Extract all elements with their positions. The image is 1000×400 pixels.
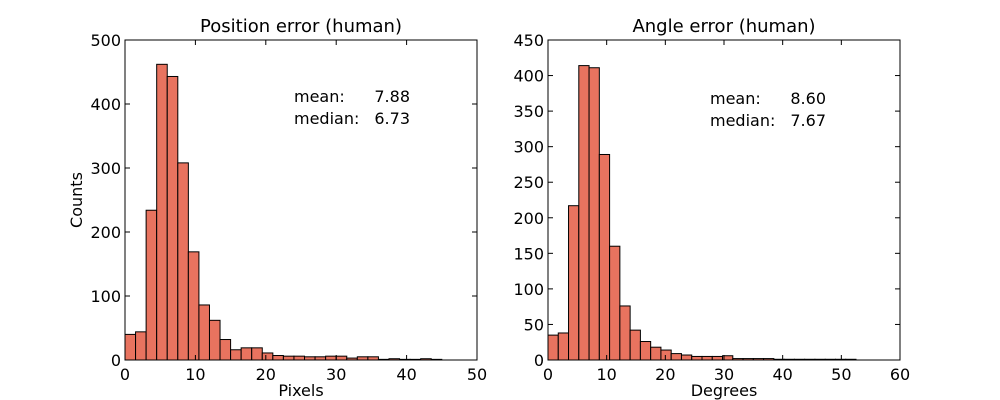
y-axis-label: Counts xyxy=(67,172,86,228)
bar xyxy=(187,251,200,361)
bar xyxy=(325,355,337,361)
bar xyxy=(166,75,179,361)
bar xyxy=(335,355,348,361)
x-tick-label: 50 xyxy=(831,365,851,384)
x-tick-label: 30 xyxy=(714,365,734,384)
y-tick-label: 50 xyxy=(524,315,544,334)
x-tick-label: 50 xyxy=(467,365,487,384)
bar xyxy=(650,346,662,361)
bar xyxy=(578,65,590,361)
bar xyxy=(598,153,611,361)
x-tick-label: 10 xyxy=(596,365,616,384)
angle-error-histogram: 0 10 20 30 40 50 60 0 50 100 150 200 250 300 350 400 450… xyxy=(513,16,910,400)
y-tick-label: 400 xyxy=(513,67,544,86)
bar xyxy=(609,245,621,361)
x-tick-label: 40 xyxy=(772,365,792,384)
stat-label: median: xyxy=(710,111,775,130)
bar xyxy=(135,331,147,361)
x-tick-label: 30 xyxy=(326,365,346,384)
stat-value: 7.67 xyxy=(790,111,826,130)
chart-title: Position error (human) xyxy=(200,16,402,37)
bar xyxy=(680,354,693,361)
y-tick-label: 0 xyxy=(111,351,121,370)
y-tick-label: 100 xyxy=(90,287,121,306)
x-tick-label: 40 xyxy=(396,365,416,384)
bar xyxy=(629,329,641,361)
y-tick-label: 100 xyxy=(513,280,544,299)
x-tick-label: 20 xyxy=(655,365,675,384)
bar xyxy=(251,347,263,361)
y-tick-label: 0 xyxy=(534,351,544,370)
y-tick-label: 300 xyxy=(513,138,544,157)
bar xyxy=(261,352,274,361)
bar xyxy=(568,205,580,361)
y-tick-label: 500 xyxy=(90,31,121,50)
bar xyxy=(198,304,210,361)
bar xyxy=(230,349,242,361)
bar xyxy=(219,339,232,361)
bar xyxy=(670,353,682,361)
bar xyxy=(124,333,137,361)
stat-label: mean: xyxy=(710,89,761,108)
y-tick-label: 400 xyxy=(90,95,121,114)
y-tick-label: 200 xyxy=(513,209,544,228)
stat-value: 7.88 xyxy=(374,87,410,106)
stat-value: 6.73 xyxy=(374,109,410,128)
bar xyxy=(639,341,652,361)
chart-title: Angle error (human) xyxy=(632,16,815,37)
y-tick-label: 450 xyxy=(513,31,544,50)
bar xyxy=(547,334,559,361)
y-tick-label: 200 xyxy=(90,223,121,242)
bar xyxy=(156,63,168,361)
x-axis-label: Pixels xyxy=(278,381,323,400)
x-tick-label: 60 xyxy=(890,365,910,384)
x-tick-label: 0 xyxy=(543,365,553,384)
bar xyxy=(619,305,631,361)
stat-label: median: xyxy=(294,109,359,128)
bar xyxy=(177,162,189,361)
bar xyxy=(272,355,284,361)
y-tick-label: 150 xyxy=(513,244,544,263)
x-tick-label: 20 xyxy=(256,365,276,384)
bar xyxy=(282,355,295,361)
x-axis-label: Degrees xyxy=(691,381,758,400)
x-tick-label: 10 xyxy=(185,365,205,384)
stat-value: 8.60 xyxy=(790,89,826,108)
bar xyxy=(588,67,600,361)
y-tick-label: 300 xyxy=(90,159,121,178)
bar xyxy=(660,349,672,361)
plot-frame xyxy=(124,39,478,361)
y-tick-label: 250 xyxy=(513,173,544,192)
stat-label: mean: xyxy=(294,87,345,106)
bar xyxy=(691,355,703,361)
bar xyxy=(240,347,253,361)
bar xyxy=(208,319,221,361)
bar xyxy=(145,209,158,361)
y-tick-label: 350 xyxy=(513,102,544,121)
bar xyxy=(557,332,570,361)
bar xyxy=(293,355,306,361)
x-tick-label: 0 xyxy=(120,365,130,384)
bar xyxy=(711,355,724,361)
bar xyxy=(701,355,713,361)
